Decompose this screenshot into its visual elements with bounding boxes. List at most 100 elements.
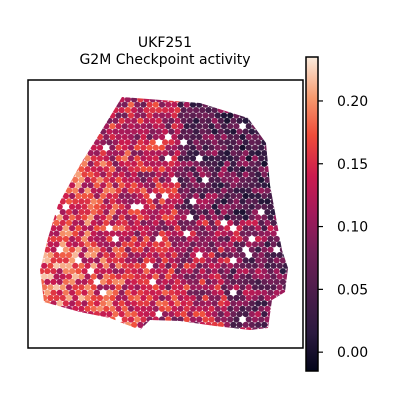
spot bbox=[106, 268, 113, 275]
spot bbox=[177, 144, 184, 151]
spot bbox=[196, 101, 203, 108]
spot bbox=[140, 327, 147, 330]
spot bbox=[103, 241, 110, 248]
spot bbox=[186, 203, 193, 210]
spot bbox=[162, 257, 169, 264]
spot bbox=[214, 101, 221, 108]
spot bbox=[103, 198, 110, 205]
spot bbox=[208, 294, 215, 302]
spot bbox=[109, 133, 116, 141]
spot bbox=[205, 214, 212, 221]
spot bbox=[242, 171, 249, 178]
spot bbox=[109, 241, 116, 248]
spot bbox=[140, 97, 147, 98]
spot bbox=[286, 171, 288, 178]
spot bbox=[155, 192, 162, 200]
spot bbox=[118, 257, 125, 264]
spot bbox=[264, 144, 271, 151]
spot bbox=[220, 294, 228, 302]
spot bbox=[168, 289, 175, 296]
spot bbox=[242, 311, 249, 318]
spot bbox=[62, 97, 70, 103]
spot bbox=[137, 182, 144, 189]
spot bbox=[87, 246, 94, 253]
spot bbox=[121, 219, 128, 226]
spot bbox=[248, 214, 255, 221]
spot bbox=[276, 262, 283, 269]
spot bbox=[162, 182, 169, 189]
spot bbox=[258, 198, 265, 205]
spot bbox=[96, 284, 104, 291]
spot bbox=[96, 97, 104, 98]
spot bbox=[224, 246, 231, 253]
spot bbox=[146, 294, 153, 302]
spot bbox=[96, 219, 104, 226]
spot bbox=[214, 144, 221, 151]
spot bbox=[134, 316, 141, 323]
spot bbox=[261, 192, 268, 200]
spot bbox=[152, 284, 159, 291]
spot bbox=[258, 284, 265, 291]
spot bbox=[261, 97, 268, 103]
spot bbox=[62, 311, 69, 318]
spot bbox=[251, 209, 259, 216]
spot bbox=[84, 166, 91, 173]
spot bbox=[81, 203, 88, 210]
spot bbox=[112, 160, 119, 167]
spot bbox=[50, 128, 57, 135]
spot bbox=[158, 155, 166, 162]
spot bbox=[205, 107, 212, 114]
spot bbox=[279, 311, 286, 318]
spot bbox=[286, 97, 288, 103]
spot bbox=[239, 294, 246, 302]
spot bbox=[143, 128, 150, 135]
spot bbox=[109, 316, 116, 323]
spot bbox=[62, 300, 69, 307]
spot bbox=[202, 230, 209, 237]
spot bbox=[72, 252, 79, 259]
spot bbox=[118, 182, 125, 189]
spot bbox=[75, 268, 82, 275]
spot bbox=[183, 209, 190, 216]
spot bbox=[62, 117, 69, 124]
spot bbox=[183, 219, 190, 226]
spot bbox=[44, 182, 51, 189]
spot bbox=[155, 182, 162, 189]
spot bbox=[59, 284, 66, 291]
spot bbox=[270, 284, 277, 291]
spot bbox=[140, 262, 147, 269]
spot bbox=[255, 300, 262, 307]
spot bbox=[134, 176, 141, 183]
spot bbox=[239, 273, 246, 280]
spot bbox=[168, 300, 175, 307]
spot bbox=[270, 327, 277, 330]
spot bbox=[251, 112, 259, 119]
spot bbox=[69, 321, 76, 328]
spot bbox=[214, 273, 221, 280]
spot bbox=[40, 300, 45, 307]
spot bbox=[62, 225, 69, 232]
spot bbox=[115, 97, 122, 98]
spot bbox=[261, 225, 268, 232]
spot bbox=[199, 278, 206, 285]
spot bbox=[134, 284, 141, 291]
spot bbox=[261, 246, 268, 253]
spot bbox=[84, 112, 91, 119]
spot bbox=[211, 289, 218, 296]
spot bbox=[224, 160, 231, 167]
spot bbox=[220, 305, 228, 312]
spot bbox=[65, 155, 73, 162]
spot bbox=[282, 187, 288, 194]
spot bbox=[140, 219, 147, 226]
spot bbox=[118, 214, 125, 221]
spot bbox=[270, 241, 277, 248]
spot bbox=[273, 203, 280, 210]
spot bbox=[152, 209, 159, 216]
spot bbox=[276, 294, 283, 302]
spot bbox=[72, 176, 79, 183]
spot bbox=[171, 305, 178, 312]
spot bbox=[177, 123, 184, 130]
spot bbox=[121, 198, 128, 205]
spot bbox=[264, 101, 271, 108]
spot bbox=[121, 305, 128, 312]
